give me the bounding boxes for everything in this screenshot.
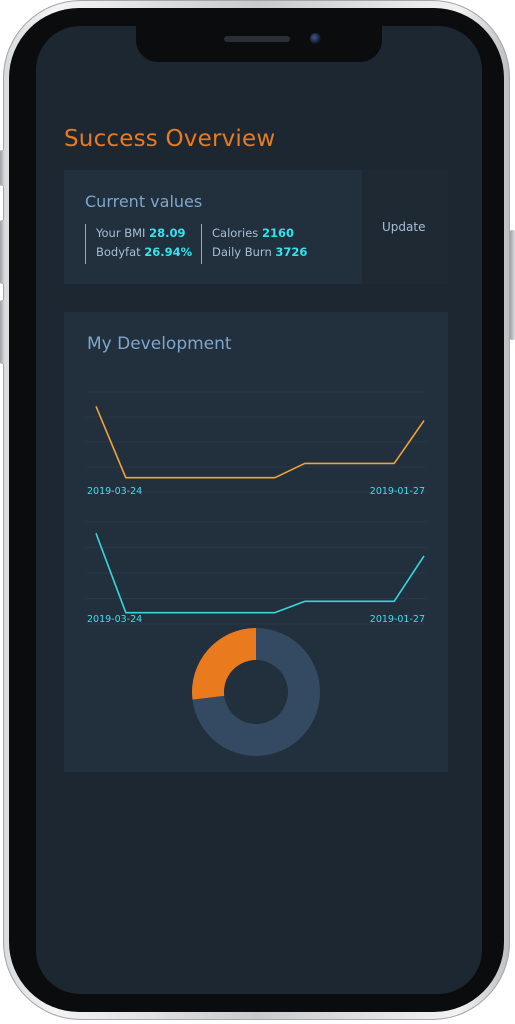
current-values-heading: Current values	[85, 192, 203, 211]
bmi-label: Your BMI	[96, 226, 146, 240]
current-values-card: Current values Your BMI 28.09 Bodyfat 26…	[64, 170, 362, 284]
bodyfat-series-line	[95, 533, 425, 614]
bodyfat-label: Bodyfat	[96, 245, 141, 259]
volume-up-button	[0, 220, 5, 284]
app-screen: Success Overview Current values Your BMI…	[36, 26, 482, 994]
development-charts	[86, 391, 426, 756]
bodyfat-chart-start-date: 2019-03-24	[87, 614, 143, 625]
power-button	[510, 230, 515, 340]
calories-label: Calories	[212, 226, 259, 240]
stats-column-right: Calories 2160 Daily Burn 3726	[201, 224, 307, 264]
daily-burn-value: 3726	[275, 245, 308, 259]
daily-burn-label: Daily Burn	[212, 245, 272, 259]
donut-slice-remainder	[192, 628, 320, 756]
daily-burn-row: Daily Burn 3726	[212, 243, 307, 262]
calories-row: Calories 2160	[212, 224, 307, 243]
speaker-grille	[224, 36, 290, 42]
calories-value: 2160	[261, 226, 294, 240]
development-card: My Development 2019-03-24 2019-01-27 201…	[64, 312, 448, 772]
bmi-row: Your BMI 28.09	[96, 224, 192, 243]
page-title: Success Overview	[64, 126, 276, 152]
bmi-value: 28.09	[149, 226, 186, 240]
notch	[136, 26, 382, 62]
bodyfat-value: 26.94%	[144, 245, 193, 259]
camera-icon	[310, 33, 321, 44]
update-panel: Update	[362, 170, 448, 284]
development-heading: My Development	[87, 334, 232, 354]
volume-down-button	[0, 300, 5, 364]
bmi-chart-end-date: 2019-01-27	[369, 486, 425, 497]
mute-switch	[0, 150, 5, 186]
bodyfat-chart-end-date: 2019-01-27	[369, 614, 425, 625]
donut-slice-bodyfat	[192, 628, 256, 700]
bmi-chart-start-date: 2019-03-24	[87, 486, 143, 497]
update-button[interactable]: Update	[382, 220, 426, 234]
stats-column-left: Your BMI 28.09 Bodyfat 26.94%	[85, 224, 192, 264]
bodyfat-row: Bodyfat 26.94%	[96, 243, 192, 262]
bmi-series-line	[95, 405, 425, 479]
